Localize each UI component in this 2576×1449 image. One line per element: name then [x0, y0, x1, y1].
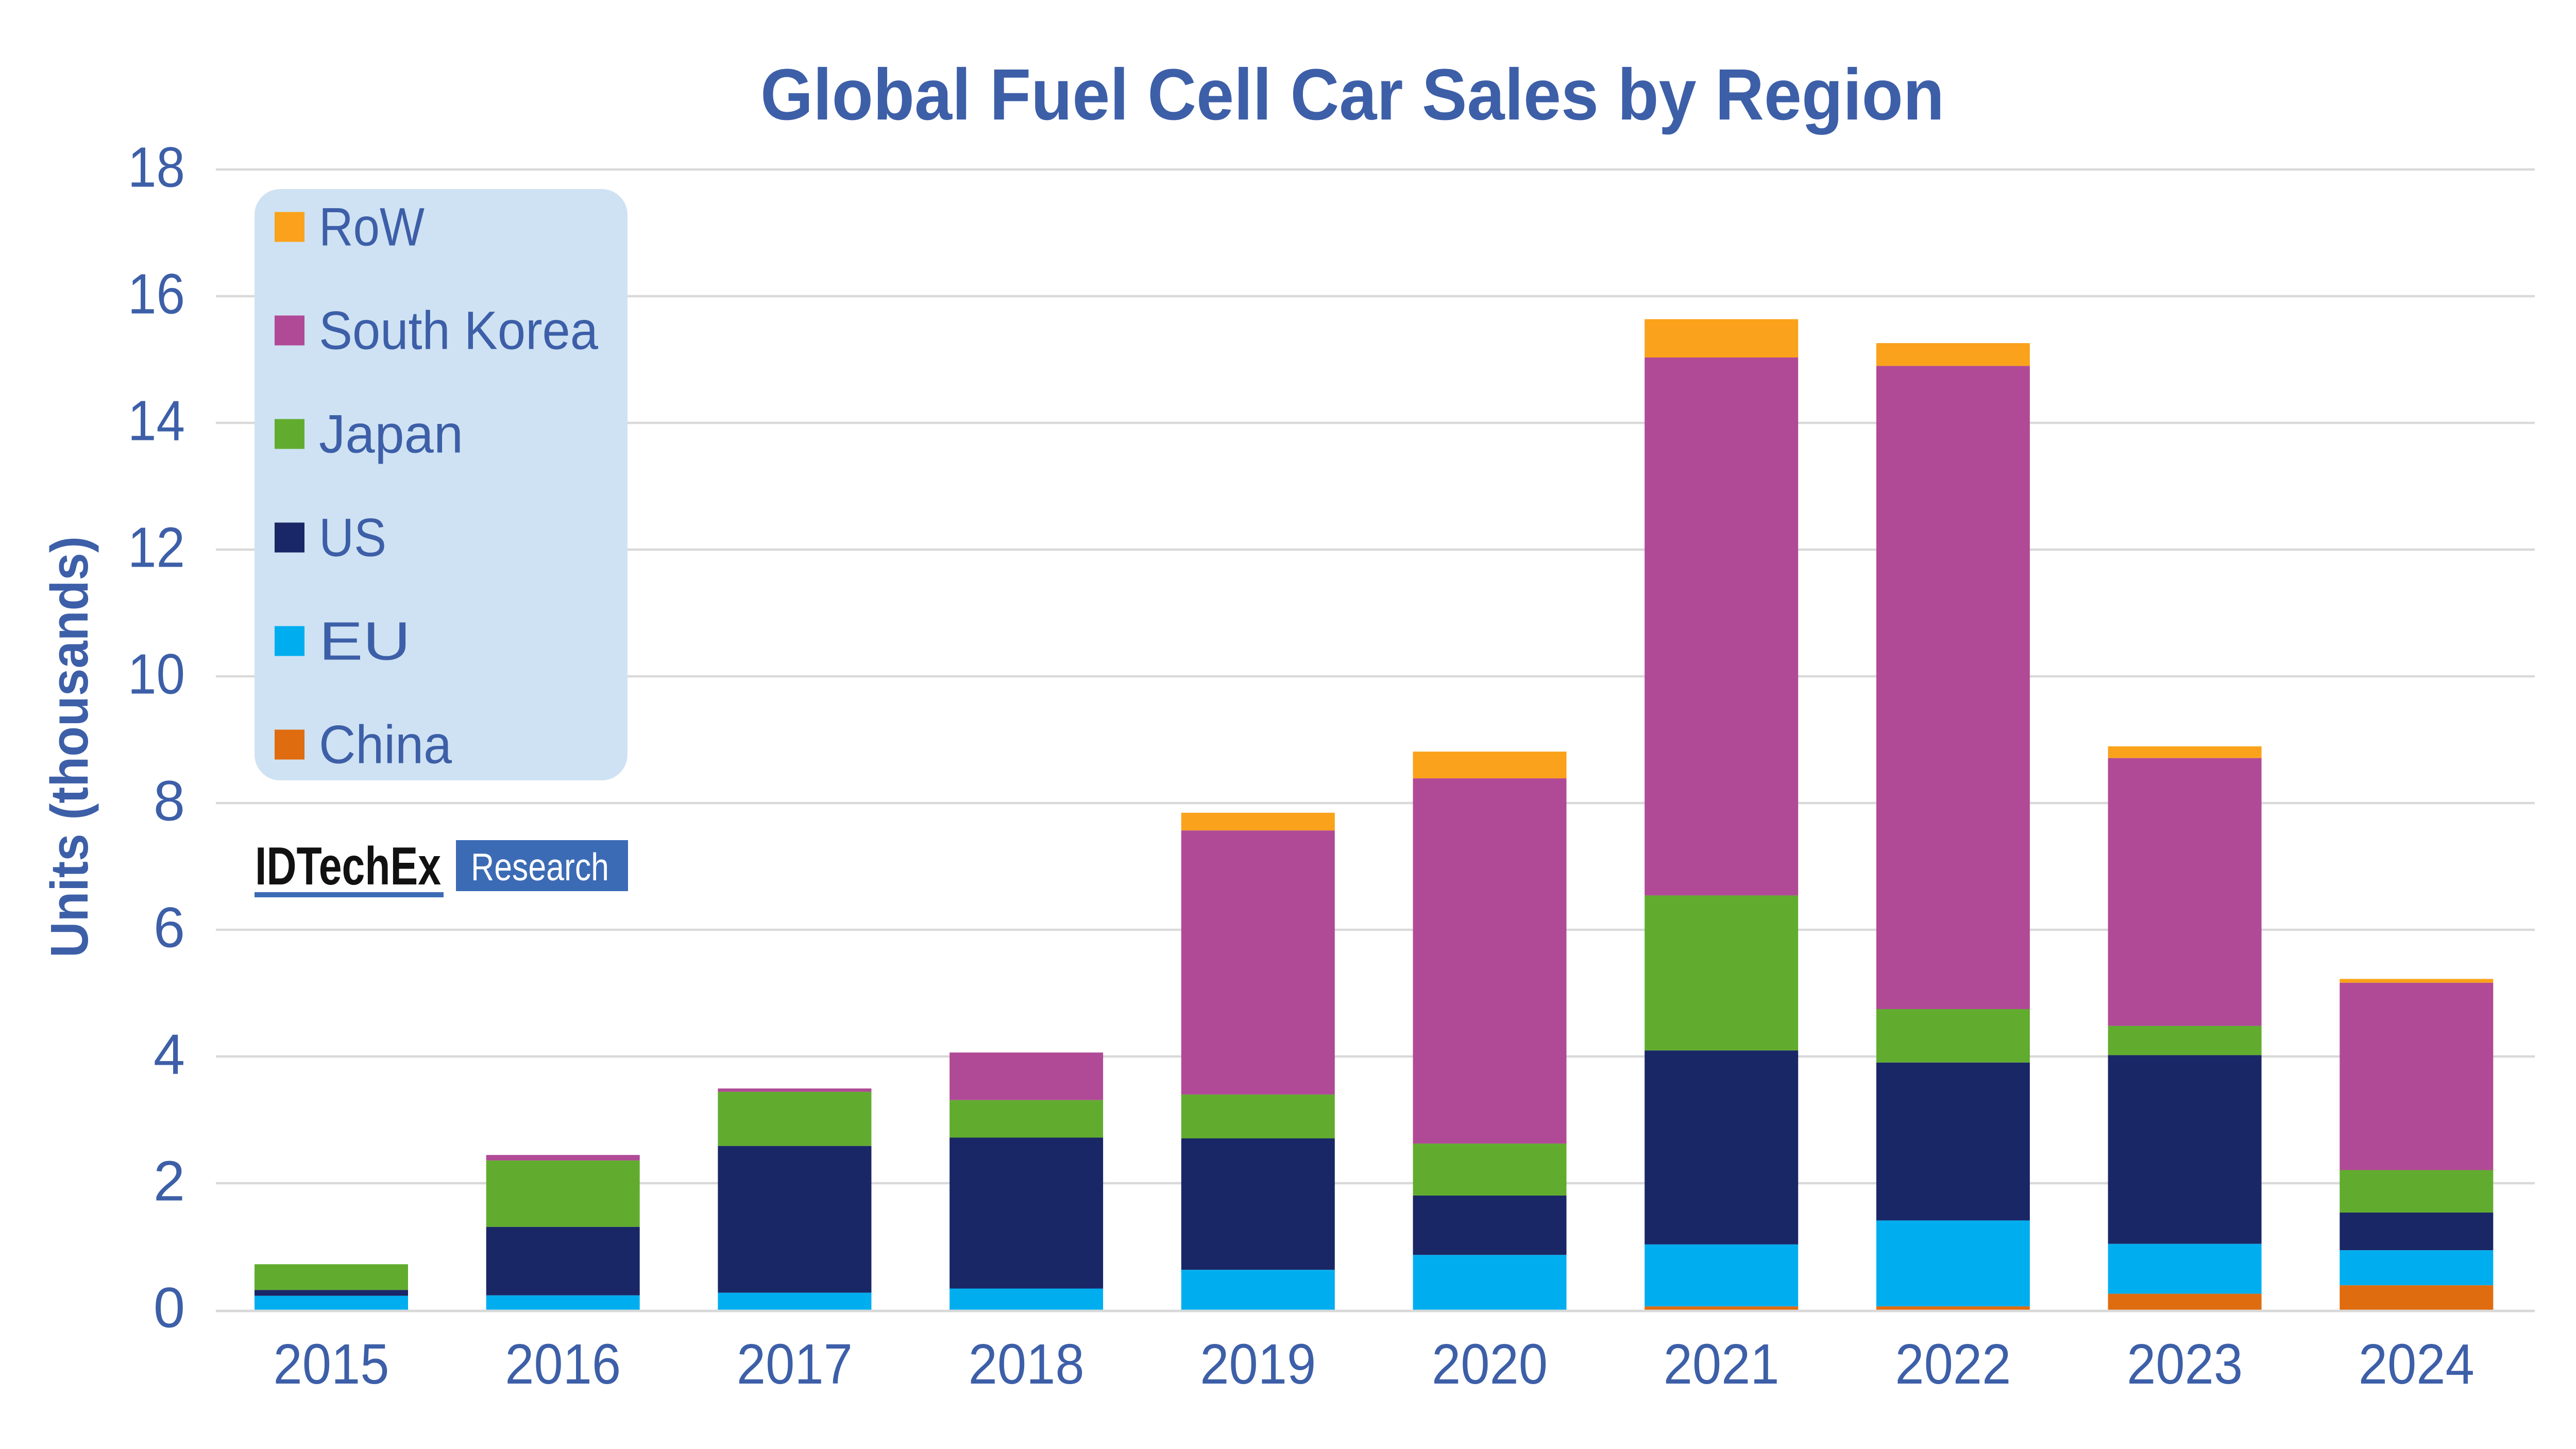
svg-text:18: 18: [128, 136, 185, 199]
svg-text:2015: 2015: [274, 1333, 389, 1396]
svg-text:10: 10: [128, 643, 185, 706]
svg-text:2017: 2017: [737, 1333, 853, 1396]
svg-text:2020: 2020: [1432, 1333, 1548, 1396]
svg-text:RoW: RoW: [319, 197, 425, 258]
svg-text:2: 2: [154, 1150, 185, 1213]
svg-text:2016: 2016: [505, 1333, 621, 1396]
svg-text:IDTechEx: IDTechEx: [255, 837, 441, 896]
svg-text:12: 12: [128, 516, 185, 579]
svg-text:8: 8: [154, 770, 185, 833]
svg-text:Research: Research: [471, 845, 609, 889]
svg-text:2022: 2022: [1895, 1333, 2011, 1396]
svg-text:EU: EU: [319, 611, 411, 672]
svg-text:Global Fuel Cell Car Sales by: Global Fuel Cell Car Sales by Region: [760, 54, 1944, 135]
svg-text:Japan: Japan: [319, 404, 463, 465]
svg-text:US: US: [319, 508, 386, 568]
svg-text:16: 16: [128, 263, 185, 326]
svg-text:14: 14: [128, 389, 185, 453]
svg-text:Units (thousands): Units (thousands): [40, 536, 99, 958]
svg-text:China: China: [319, 715, 452, 775]
svg-text:6: 6: [154, 896, 185, 960]
svg-text:0: 0: [154, 1276, 185, 1340]
svg-text:2019: 2019: [1200, 1333, 1316, 1396]
svg-text:2024: 2024: [2359, 1333, 2475, 1396]
svg-text:4: 4: [154, 1023, 185, 1086]
svg-text:2023: 2023: [2127, 1333, 2243, 1396]
svg-text:2021: 2021: [1664, 1333, 1780, 1396]
svg-text:2018: 2018: [969, 1333, 1084, 1396]
svg-text:South Korea: South Korea: [319, 301, 599, 361]
